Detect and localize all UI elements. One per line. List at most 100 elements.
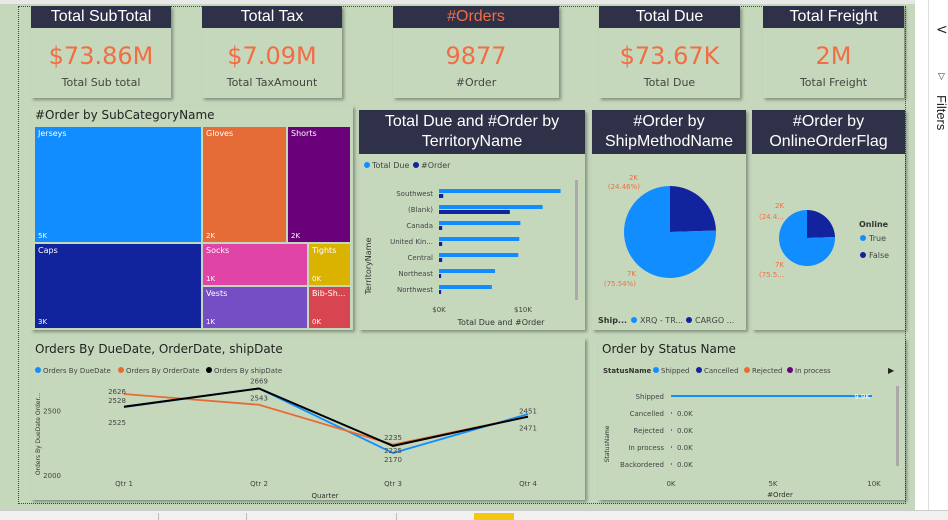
card-label: Total TaxAmount — [226, 76, 318, 89]
shipmethod-panel[interactable]: #Order by ShipMethodName 2K (24.46%) 7K … — [592, 110, 746, 330]
legend-dot — [787, 367, 793, 373]
bar[interactable] — [439, 205, 543, 209]
legend-title: StatusName — [603, 367, 651, 375]
treemap-tile-caps[interactable]: Caps 3K — [34, 243, 202, 329]
bar[interactable] — [439, 221, 521, 225]
legend-label: Total Due — [371, 161, 409, 170]
card-total-tax[interactable]: Total Tax $7.09M Total TaxAmount — [202, 6, 342, 98]
bar[interactable] — [439, 285, 492, 289]
treemap-tile-vests[interactable]: Vests 1K — [202, 286, 308, 329]
legend-dot — [118, 367, 124, 373]
bar[interactable] — [439, 189, 561, 193]
card-total-freight[interactable]: Total Freight 2M Total Freight — [763, 6, 904, 98]
territory-chart: Total Due #Order TerritoryName Southwest… — [364, 161, 578, 327]
bar[interactable] — [439, 253, 519, 257]
legend-label: True — [868, 234, 886, 243]
bar[interactable] — [439, 242, 443, 246]
treemap-tile-socks[interactable]: Socks 1K — [202, 243, 308, 286]
duedate-chart: Orders By DueDate Orders By OrderDate Or… — [35, 367, 537, 500]
treemap-tile-tights[interactable]: Tights 0K — [308, 243, 351, 286]
scrollbar[interactable] — [575, 180, 578, 300]
bar[interactable] — [439, 274, 442, 278]
bar[interactable] — [671, 429, 672, 431]
legend-dot — [860, 252, 866, 258]
line-series[interactable] — [123, 387, 529, 447]
tile-value: 0K — [312, 318, 322, 326]
ribbon-strip — [0, 0, 915, 4]
legend-dot-order — [413, 162, 419, 168]
bar[interactable] — [671, 446, 672, 448]
category-label: Cancelled — [630, 410, 664, 418]
page-tab[interactable] — [160, 513, 247, 520]
legend-label: XRQ - TR... — [640, 316, 683, 325]
card-label: Total Freight — [799, 76, 868, 89]
tile-value: 0K — [312, 275, 322, 283]
card-value: 9877 — [445, 42, 507, 70]
legend-label: #Order — [421, 161, 451, 170]
y-axis-title: StatusName — [604, 425, 611, 462]
category-label: (Blank) — [408, 206, 433, 214]
tile-label: Vests — [206, 289, 228, 298]
add-page-button[interactable] — [474, 513, 514, 520]
pie-slice[interactable] — [670, 186, 716, 232]
shipmethod-chart: 2K (24.46%) 7K (75.54%) Ship... XRQ - TR… — [598, 174, 734, 325]
category-label: Shipped — [636, 393, 664, 401]
x-axis-title: Total Due and #Order — [457, 318, 546, 327]
x-tick: Qtr 3 — [384, 480, 402, 488]
bar[interactable] — [671, 463, 672, 465]
filter-funnel-icon[interactable]: ▽ — [938, 72, 945, 82]
bar[interactable] — [671, 395, 872, 397]
tile-label: Jerseys — [38, 129, 67, 138]
category-label: United Kin... — [390, 238, 433, 246]
data-label: 2525 — [108, 419, 126, 427]
online-panel[interactable]: #Order by OnlineOrderFlag 2K (24.4... 7K… — [752, 110, 905, 330]
territory-panel[interactable]: Total Due and #Order by TerritoryName To… — [359, 110, 585, 330]
collapse-chevron-icon[interactable]: < — [936, 22, 948, 38]
page-tab[interactable] — [248, 513, 397, 520]
category-label: Northeast — [398, 270, 433, 278]
card-label: #Order — [455, 76, 497, 89]
line-series[interactable] — [123, 393, 529, 446]
bar[interactable] — [439, 237, 520, 241]
card-total-due[interactable]: Total Due $73.67K Total Due — [599, 6, 740, 98]
legend-next-icon[interactable]: ▶ — [888, 366, 895, 375]
legend-dot — [686, 317, 692, 323]
treemap-tile-shorts[interactable]: Shorts 2K — [287, 126, 351, 243]
page-tab[interactable] — [38, 513, 159, 520]
bar[interactable] — [439, 269, 496, 273]
tile-label: Tights — [312, 246, 337, 255]
card-orders[interactable]: #Orders 9877 #Order — [393, 6, 559, 98]
duedate-panel[interactable]: Orders By DueDate, OrderDate, shipDate O… — [31, 338, 585, 500]
page-tabs-bar — [0, 510, 948, 520]
tile-label: Caps — [38, 246, 58, 255]
bar[interactable] — [439, 258, 443, 262]
bar[interactable] — [439, 290, 442, 294]
legend-label: Orders By shipDate — [214, 367, 282, 375]
bar[interactable] — [671, 412, 672, 414]
y-axis-title: TerritoryName — [364, 238, 373, 296]
pie-slice[interactable] — [807, 210, 835, 238]
bar[interactable] — [439, 226, 443, 230]
tile-label: Gloves — [206, 129, 234, 138]
legend-label: Orders By OrderDate — [126, 367, 200, 375]
legend-dot — [631, 317, 637, 323]
treemap-tile-jerseys[interactable]: Jerseys 5K — [34, 126, 202, 243]
status-panel[interactable]: Order by Status Name StatusName Shipped … — [598, 338, 905, 500]
treemap-tile-bibshorts[interactable]: Bib-Sh... 0K — [308, 286, 351, 329]
y-tick: 2500 — [43, 407, 61, 415]
bar[interactable] — [439, 210, 510, 214]
card-value: $73.86M — [48, 42, 154, 70]
bar[interactable] — [439, 194, 444, 198]
pie-slice[interactable] — [779, 210, 835, 266]
treemap-panel[interactable]: #Order by SubCategoryName Jerseys 5K Glo… — [31, 106, 353, 330]
data-label: 2471 — [519, 425, 537, 433]
legend-label: Shipped — [661, 367, 689, 375]
filters-pane[interactable] — [928, 0, 948, 510]
data-label: (75.54%) — [604, 280, 636, 288]
card-value: $7.09M — [227, 42, 317, 70]
pie-slice[interactable] — [624, 186, 716, 278]
data-label: 2626 — [108, 388, 126, 396]
scrollbar[interactable] — [896, 386, 899, 466]
card-total-subtotal[interactable]: Total SubTotal $73.86M Total Sub total — [31, 6, 171, 98]
treemap-tile-gloves[interactable]: Gloves 2K — [202, 126, 287, 243]
